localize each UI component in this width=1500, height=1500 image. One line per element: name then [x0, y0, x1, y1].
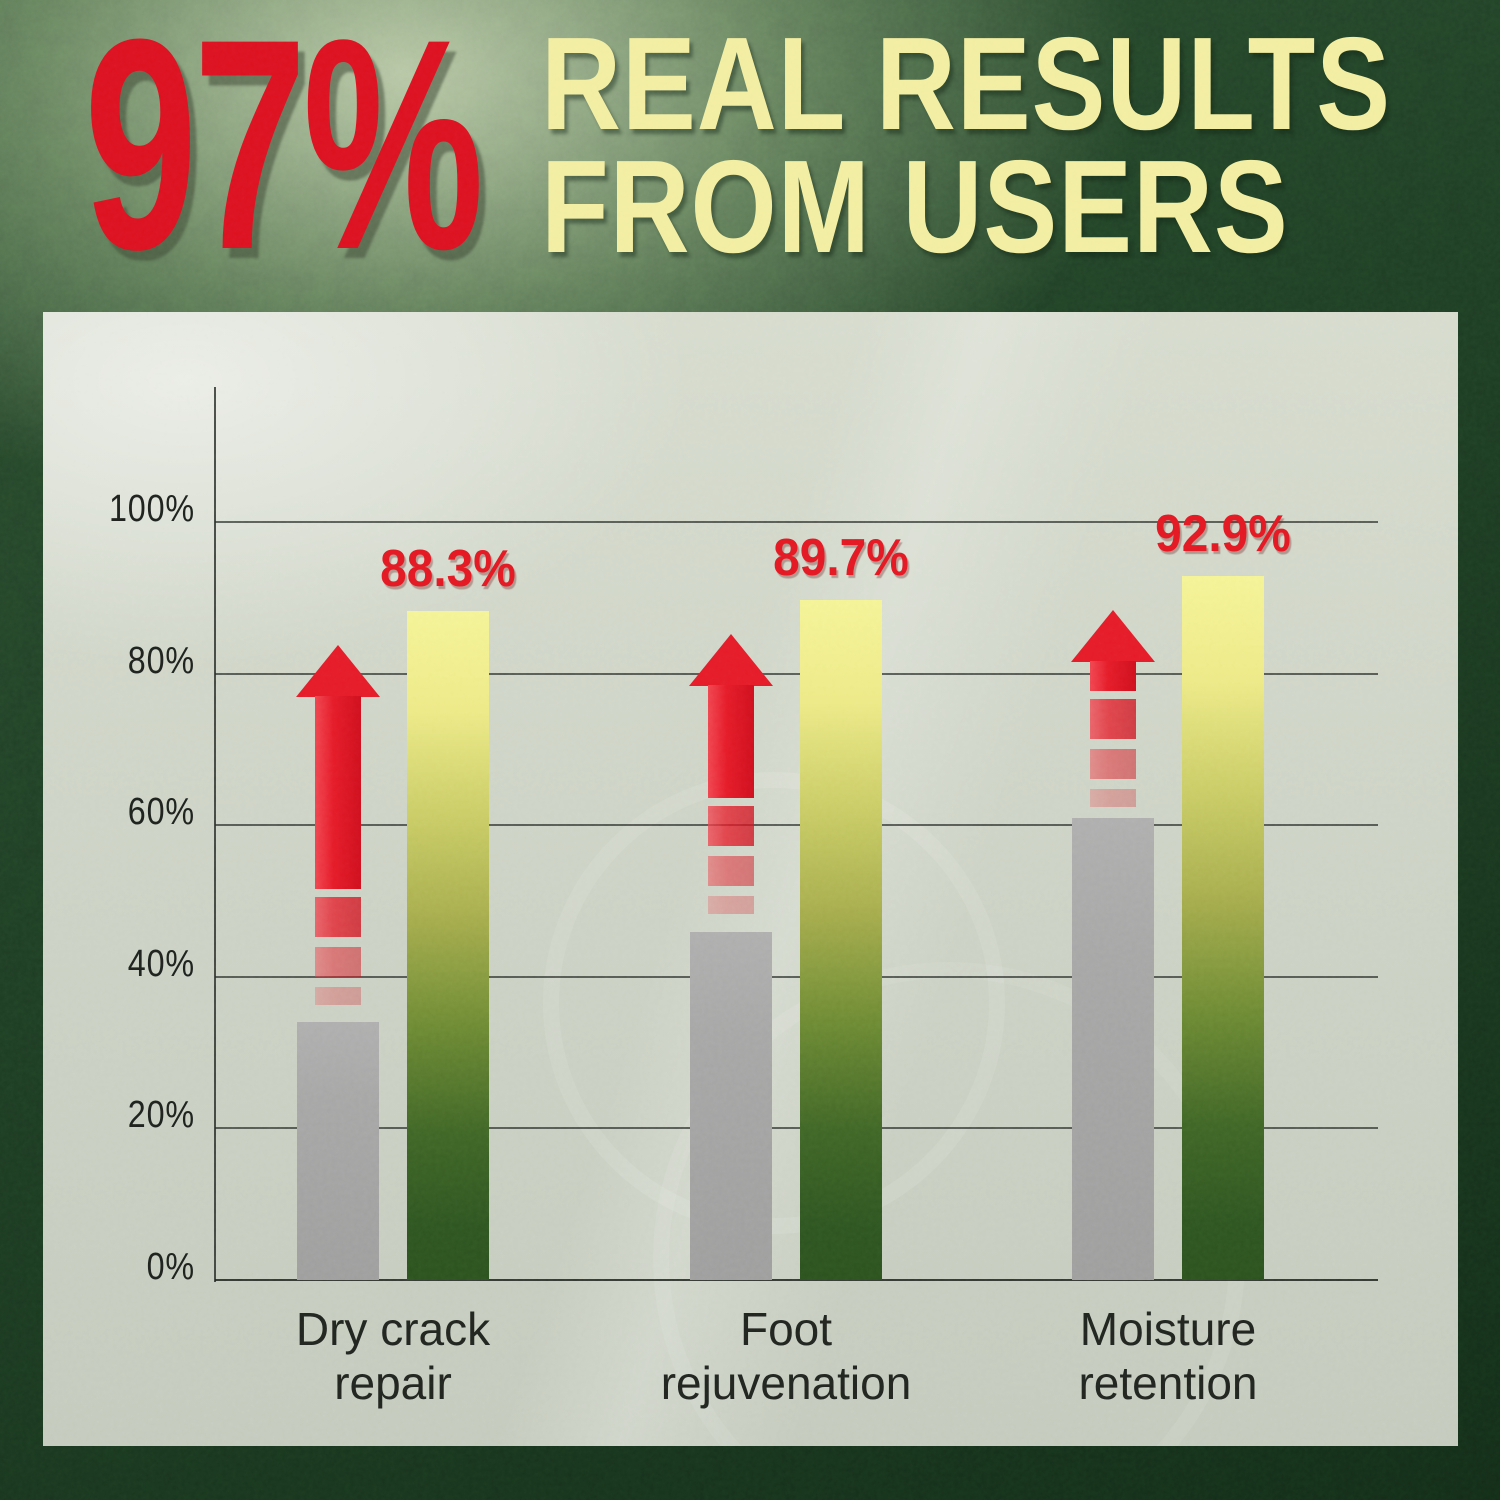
up-arrow-fading-dash [708, 856, 754, 887]
up-arrow-icon [689, 634, 773, 915]
chart-panel: 0% 20% 40% 60% 80% 100% 88.3% Dry crack repair 89… [43, 312, 1458, 1446]
up-arrow-head [296, 645, 380, 698]
category-label-line: Foot [739, 1303, 833, 1355]
up-arrow-icon [1071, 610, 1155, 808]
bar-before-foot-rejuvenation [690, 931, 772, 1280]
up-arrow-fading-dash [1090, 749, 1136, 780]
up-arrow-fading-dash [1090, 699, 1136, 740]
value-label-moisture-retention: 92.9% [1155, 505, 1291, 564]
value-label-dry-crack-repair: 88.3% [380, 540, 516, 599]
bar-after-foot-rejuvenation [800, 600, 882, 1280]
category-label-line: rejuvenation [660, 1357, 912, 1409]
y-tick-label: 20% [127, 1094, 195, 1137]
bar-after-dry-crack-repair [407, 611, 489, 1280]
category-label-line: Moisture [1079, 1303, 1257, 1355]
category-label-moisture-retention: Moisture retention [968, 1302, 1368, 1410]
headline-line1: REAL RESULTS [541, 10, 1391, 157]
category-label-line: Dry crack [295, 1303, 491, 1355]
bar-before-moisture-retention [1072, 817, 1154, 1280]
up-arrow-shaft [1090, 661, 1136, 692]
up-arrow-fading-dash [708, 806, 754, 847]
y-tick-label: 80% [127, 639, 195, 682]
up-arrow-fading-dash [1090, 789, 1136, 808]
bar-after-moisture-retention [1182, 576, 1264, 1280]
header: 97% REAL RESULTS FROM USERS [0, 0, 1500, 312]
y-tick-label: 100% [108, 488, 195, 531]
plot-area: 0% 20% 40% 60% 80% 100% 88.3% Dry crack repair 89… [43, 312, 1458, 1446]
y-tick-label: 0% [146, 1246, 195, 1288]
headline-line2: FROM USERS [541, 133, 1289, 280]
up-arrow-shaft [708, 685, 754, 799]
bar-before-dry-crack-repair [297, 1022, 379, 1280]
category-label-line: retention [1078, 1357, 1258, 1409]
category-label-dry-crack-repair: Dry crack repair [193, 1302, 593, 1410]
headline-right: REAL RESULTS FROM USERS [541, 10, 1500, 280]
value-label-foot-rejuvenation: 89.7% [773, 529, 909, 588]
category-label-foot-rejuvenation: Foot rejuvenation [586, 1302, 986, 1410]
up-arrow-icon [296, 645, 380, 1006]
y-tick-label: 60% [127, 791, 195, 834]
up-arrow-head [689, 634, 773, 687]
up-arrow-shaft [315, 696, 361, 890]
up-arrow-fading-dash [315, 897, 361, 938]
headline-percent: 97% [84, 0, 484, 312]
category-label-line: repair [334, 1357, 452, 1409]
up-arrow-fading-dash [315, 987, 361, 1006]
up-arrow-fading-dash [708, 896, 754, 915]
up-arrow-fading-dash [315, 947, 361, 978]
y-tick-label: 40% [127, 942, 195, 985]
up-arrow-head [1071, 610, 1155, 663]
